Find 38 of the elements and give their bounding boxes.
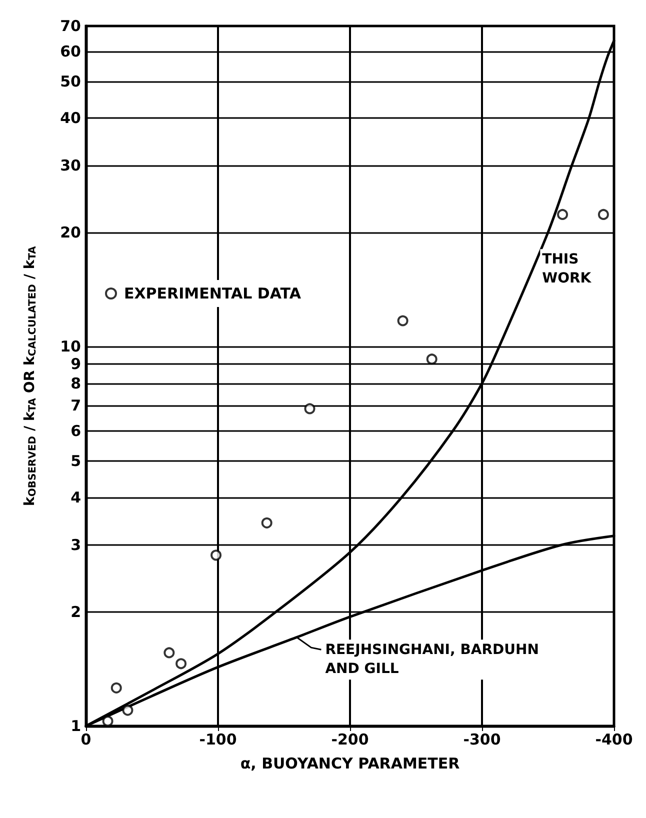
y-tick-label: 10 — [60, 338, 81, 356]
y-tick-label: 70 — [60, 17, 81, 35]
point — [110, 682, 122, 694]
point — [210, 550, 222, 561]
point — [557, 208, 568, 220]
y-tick-label: 4 — [70, 488, 81, 507]
annotation: REEJHSINGHANI, BARDUHN AND GILL — [325, 642, 539, 678]
y-tick-label: 7 — [70, 396, 81, 414]
point — [102, 716, 114, 727]
point — [304, 403, 316, 414]
x-tick-label: -300 — [463, 730, 501, 748]
point — [261, 517, 272, 528]
y-axis-title: kOBSERVED / kTA OR kCALCULATED / kTA — [22, 246, 38, 506]
point — [176, 658, 187, 670]
y-tick-label: 5 — [70, 452, 81, 470]
y-tick-label: 2 — [70, 602, 81, 621]
legend-label: EXPERIMENTAL DATA — [124, 284, 302, 302]
y-tick-label: 9 — [70, 354, 81, 373]
point — [426, 354, 438, 365]
y-tick-label: 8 — [70, 374, 81, 392]
x-axis-title: α, BUOYANCY PARAMETER — [240, 754, 460, 772]
x-tick-label: -200 — [331, 730, 369, 748]
point — [397, 315, 408, 326]
y-tick-label: 60 — [60, 42, 81, 60]
y-tick-label: 1 — [70, 717, 81, 735]
y-tick-label: 50 — [60, 72, 81, 90]
x-tick-label: -100 — [199, 730, 237, 748]
y-tick-label: 30 — [60, 156, 81, 175]
point — [598, 208, 609, 220]
point — [164, 647, 175, 658]
x-tick-label: -400 — [595, 730, 633, 748]
y-tick-label: 6 — [70, 422, 81, 440]
y-tick-label: 20 — [60, 223, 81, 242]
annotation: THIS WORK — [542, 252, 592, 287]
y-tick-label: 3 — [70, 536, 81, 554]
y-tick-label: 40 — [60, 109, 81, 128]
point — [122, 704, 134, 716]
x-tick-label: 0 — [80, 730, 92, 748]
